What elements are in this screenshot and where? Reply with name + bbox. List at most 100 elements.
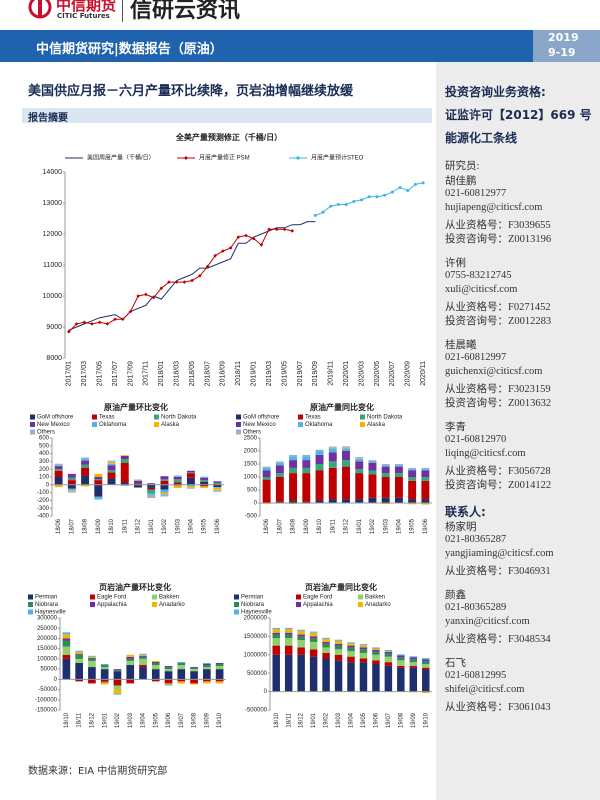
source: 数据来源：EIA 中信期货研究部 [28,766,168,777]
line [68,221,316,331]
bar-segment [372,651,380,655]
bar-segment [134,480,142,481]
y-tick-label: 250000 [37,626,58,632]
y-tick-label: 12000 [43,231,63,238]
bar-segment [421,469,430,471]
chart: 页岩油产量同比变化 -500000 0 500000 1000000 1500000 200… [234,582,432,728]
bar-segment [397,660,405,666]
bar-segment [355,456,364,459]
y-tick-label: 9000 [46,324,62,331]
marker [360,198,364,202]
bar-segment [421,503,430,505]
bar-segment [359,645,368,648]
bar-segment [81,484,90,487]
marker [205,264,210,269]
bar-segment [107,478,116,485]
marker [236,235,241,239]
bar-segment [213,481,222,483]
x-tick-label: 18/07 [277,518,283,534]
y-tick-label: 8000 [46,355,62,362]
bar-segment [421,477,430,481]
marker [390,190,394,194]
bar-segment [397,657,405,661]
bar-segment [272,638,280,646]
bar-segment [334,640,343,644]
x-tick-label: 18/08 [83,518,89,534]
bar-segment [297,640,305,648]
bar-segment [381,466,390,474]
x-tick-label: 19/10 [423,712,429,728]
researcher-line: 投资咨询号：Z0014122 [445,480,552,491]
bar-segment [342,448,350,451]
x-tick-label: 2018/11 [235,361,242,386]
x-tick-label: 2017/09 [127,361,134,386]
bar-segment [120,482,129,485]
bar-segment [151,662,160,666]
bar-segment [134,483,142,485]
bar-segment [186,473,195,478]
legend-label: Haynesville [35,610,66,616]
bar-segment [297,647,305,655]
bar-segment [164,679,173,684]
bar-segment [381,465,390,467]
x-tick-label: 2020/07 [389,361,396,386]
legend-label: Eagle Ford [97,595,126,601]
bar-segment [284,654,293,692]
bar-segment [384,651,393,654]
bar-segment [203,667,211,670]
bar-segment [422,659,430,662]
bar-segment [62,632,71,635]
bar-segment [284,629,293,633]
legend-label: Others [37,430,55,436]
bar-segment [203,664,211,666]
x-tick-label: 2019/03 [266,361,273,386]
bar-segment [347,647,355,652]
x-tick-label: 19/01 [149,518,155,534]
bar-segment [408,467,417,470]
bar-segment [381,497,390,503]
bar-segment [75,662,83,680]
x-tick-label: 19/10 [217,712,223,728]
bar-segment [200,480,209,482]
x-tick-label: 19/02 [324,712,330,728]
legend-label: 月度产量修正 PSM [199,154,250,162]
bar-segment [315,454,324,464]
marker [259,243,264,247]
bar-segment [67,473,76,478]
date-year: 2019 [548,31,579,44]
bar-segment [289,467,298,474]
contact-line: 从业资格号：F3061043 [445,701,551,713]
bar-segment [342,447,350,449]
marker [221,249,225,253]
bar-segment [408,477,417,481]
contact-line: 021-80365289 [445,601,507,613]
x-tick-label: 18/06 [264,518,270,534]
legend-swatch [90,594,95,600]
bar-segment [381,473,390,477]
bar-segment [113,670,122,672]
bar-segment [54,470,63,477]
bar-segment [408,499,417,503]
x-tick-label: 19/09 [411,712,417,728]
chart-title: 页岩油产量同比变化 [305,582,377,592]
y-tick-label: 200000 [37,636,58,642]
bar-segment [272,629,280,633]
bar-segment [372,648,380,651]
legend-label: Oklahoma [305,422,333,428]
x-tick-label: 19/03 [128,712,134,728]
bar-segment [272,654,280,692]
bar-segment [372,647,380,649]
bar-segment [81,457,90,459]
bar-segment [315,451,324,455]
bar-segment [200,484,209,487]
x-tick-label: 18/09 [96,518,102,534]
bar-segment [328,447,337,449]
bar-segment [394,497,403,503]
bar-segment [54,477,63,485]
x-tick-label: 19/05 [361,712,367,728]
researcher-line: 许俐 [445,258,466,269]
bar-segment [421,470,430,477]
bar-segment [200,486,209,488]
chart: 原油产量同比变化 -500 0 500 1000 1500 2000 2500 18/06 18/… [236,402,432,534]
